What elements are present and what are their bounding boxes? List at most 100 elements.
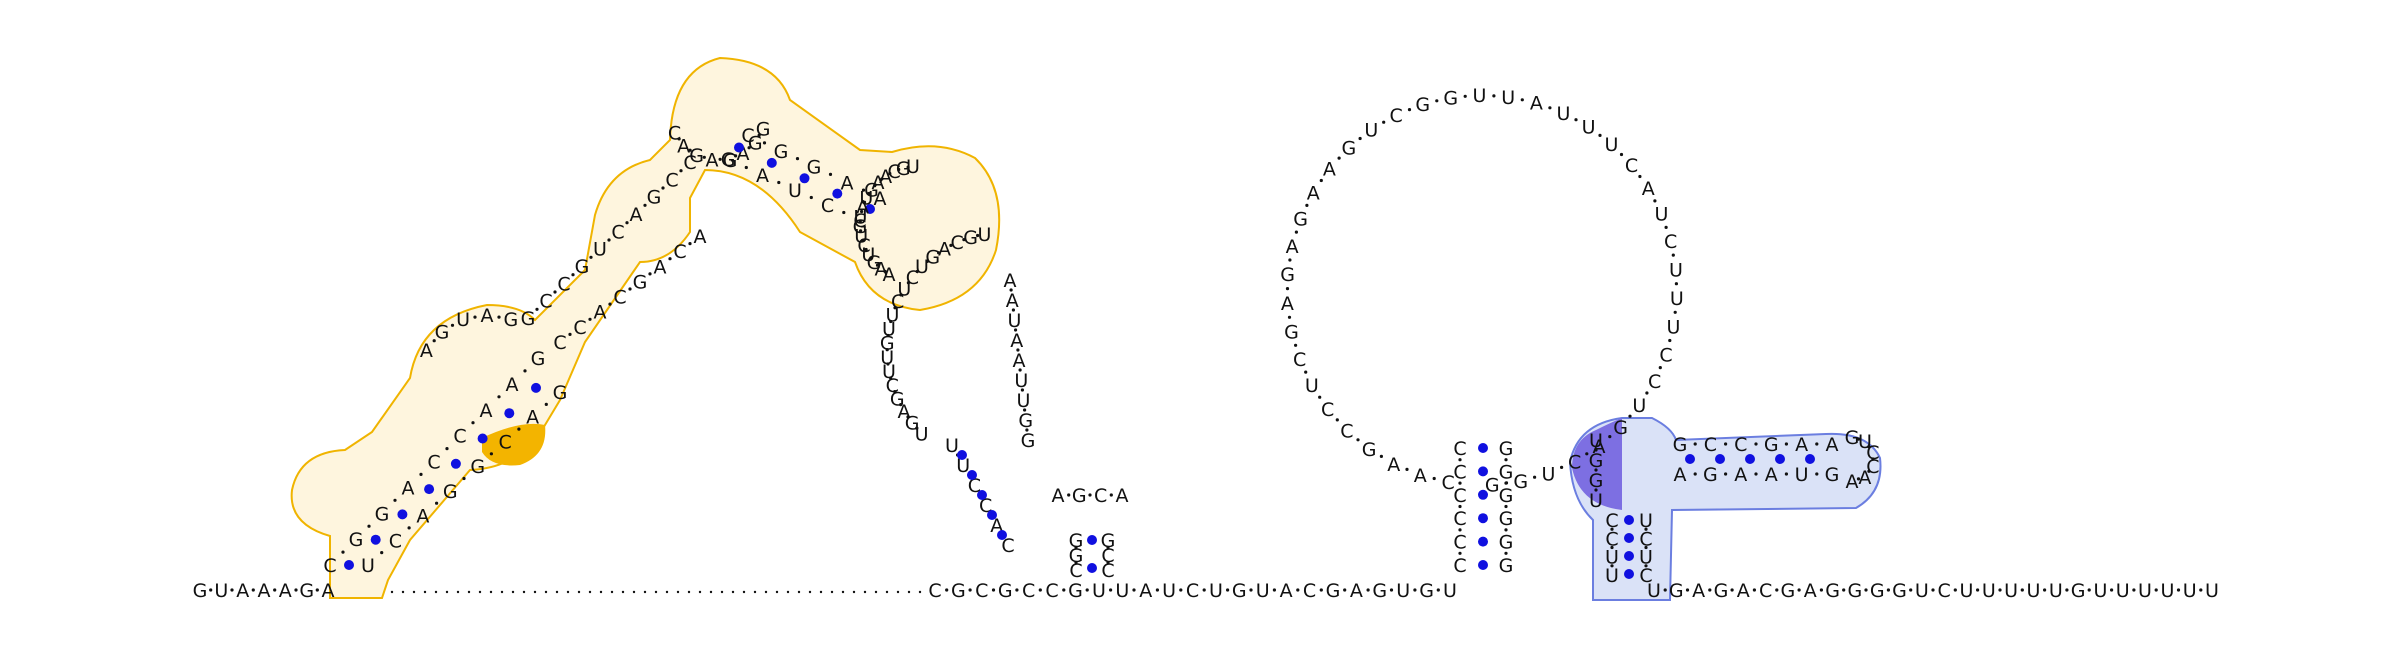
backbone-link: [1062, 588, 1066, 592]
backbone-gap-dot: [775, 590, 779, 594]
top-loop: G: [721, 149, 736, 171]
big-loop2: C: [1568, 452, 1581, 474]
backbone-gap-dot: [720, 590, 724, 594]
backbone-right: C: [1759, 580, 1772, 602]
backbone-link: [828, 172, 833, 176]
base-pair-dot: [397, 509, 408, 520]
backbone-mid: A: [1139, 580, 1152, 602]
backbone-link: [1020, 388, 1024, 392]
top-helix-inner: U: [788, 180, 802, 202]
backbone-link: [1693, 442, 1697, 446]
backbone-mid: A: [1350, 580, 1363, 602]
backbone-right: G: [1848, 580, 1863, 602]
hlb-stem-right: C: [1639, 565, 1652, 587]
backbone-link: [407, 526, 411, 530]
helix2-left: C: [683, 152, 696, 174]
backbone-link: [589, 255, 593, 259]
backbone-link: [1724, 442, 1728, 446]
base-pair-dot: [477, 433, 488, 444]
backbone-link: [861, 188, 866, 192]
big-loop1: U: [915, 256, 929, 278]
base-pair-dot: [424, 484, 435, 495]
backbone-link: [886, 333, 890, 338]
backbone-link: [571, 273, 575, 277]
backbone-gap-dot: [445, 590, 449, 594]
backbone-link: [1018, 368, 1022, 372]
big-loop2: U: [1305, 375, 1319, 397]
backbone-link: [1305, 203, 1309, 207]
backbone-link: [906, 165, 910, 169]
hlb-loop-left: U: [1589, 430, 1603, 452]
backbone-gap-dot: [544, 590, 548, 594]
big-loop2: U: [1501, 87, 1515, 109]
helix2-left: C: [539, 291, 552, 313]
backbone-link: [949, 243, 953, 247]
backbone-link: [419, 472, 423, 476]
backbone-link: [497, 315, 501, 319]
backbone-link: [1658, 366, 1662, 370]
helix1-left: A: [402, 477, 415, 499]
backbone-gap-dot: [863, 590, 867, 594]
base-pair-dot: [1685, 454, 1695, 464]
backbone-gap-dot: [654, 590, 658, 594]
backbone-link: [2065, 588, 2069, 592]
backbone-link: [1797, 588, 1801, 592]
backbone-link: [886, 362, 890, 366]
helix2-left: G: [521, 308, 536, 330]
backbone-link: [1011, 308, 1016, 312]
base-pair-dot: [967, 470, 977, 480]
small-hairpin-stem-left: G: [1069, 545, 1084, 567]
helix2-left: U: [593, 239, 607, 261]
big-loop2: A: [1414, 465, 1427, 487]
backbone-mid: C: [975, 580, 988, 602]
hlb-helix-bottom: U: [1795, 464, 1809, 486]
backbone-link: [1458, 481, 1462, 485]
backbone-link: [1067, 493, 1071, 497]
big-loop2: G: [1284, 322, 1299, 344]
backbone-link: [1663, 588, 1667, 592]
base-pair-dot: [344, 560, 354, 570]
backbone-link: [1673, 310, 1677, 314]
helix1-left: G: [349, 529, 364, 551]
loop1: U: [456, 309, 470, 331]
base-pair-dot: [987, 510, 997, 520]
backbone-link: [294, 588, 298, 592]
backbone-mid: U: [1162, 580, 1176, 602]
big-loop2: C: [1389, 105, 1402, 127]
backbone-link: [367, 524, 371, 528]
big-loop1: U: [886, 305, 900, 327]
big-loop2: G: [1485, 475, 1500, 497]
small-hairpin-stem-right: C: [1101, 560, 1114, 582]
backbone-gap-dot: [797, 590, 801, 594]
backbone-link: [1085, 588, 1089, 592]
big-loop2: U: [1542, 463, 1556, 485]
big-loop2: G: [1293, 208, 1308, 230]
backbone-link: [1504, 551, 1508, 555]
backbone-link: [2020, 588, 2024, 592]
stem-mid-left: C: [1453, 438, 1466, 460]
backbone-link: [497, 395, 501, 399]
backbone-right: A: [1804, 580, 1817, 602]
backbone-gap-dot: [676, 590, 680, 594]
big-loop2: C: [1625, 155, 1638, 177]
hlb-loop-left: G: [1589, 470, 1604, 492]
stem-mid-left: C: [1453, 461, 1466, 483]
backbone-link: [1610, 545, 1614, 550]
backbone-link: [1504, 528, 1508, 532]
backbone-link: [523, 369, 527, 373]
right-loop: C: [887, 161, 900, 183]
backbone-link: [1819, 588, 1823, 592]
highlight-marker-b: [1572, 418, 1622, 510]
backbone-gap-dot: [841, 590, 845, 594]
backbone-link: [1088, 493, 1092, 497]
backbone-link: [341, 550, 345, 554]
backbone-link: [744, 165, 748, 170]
side-loop1: G: [1021, 430, 1036, 452]
backbone-link: [1724, 472, 1728, 476]
backbone-link: [867, 191, 871, 196]
backbone-link: [1953, 588, 1957, 592]
backbone-link: [915, 269, 919, 274]
base-pair-dot: [1805, 454, 1815, 464]
backbone-link: [1296, 588, 1300, 592]
big-loop2: G: [1280, 264, 1295, 286]
